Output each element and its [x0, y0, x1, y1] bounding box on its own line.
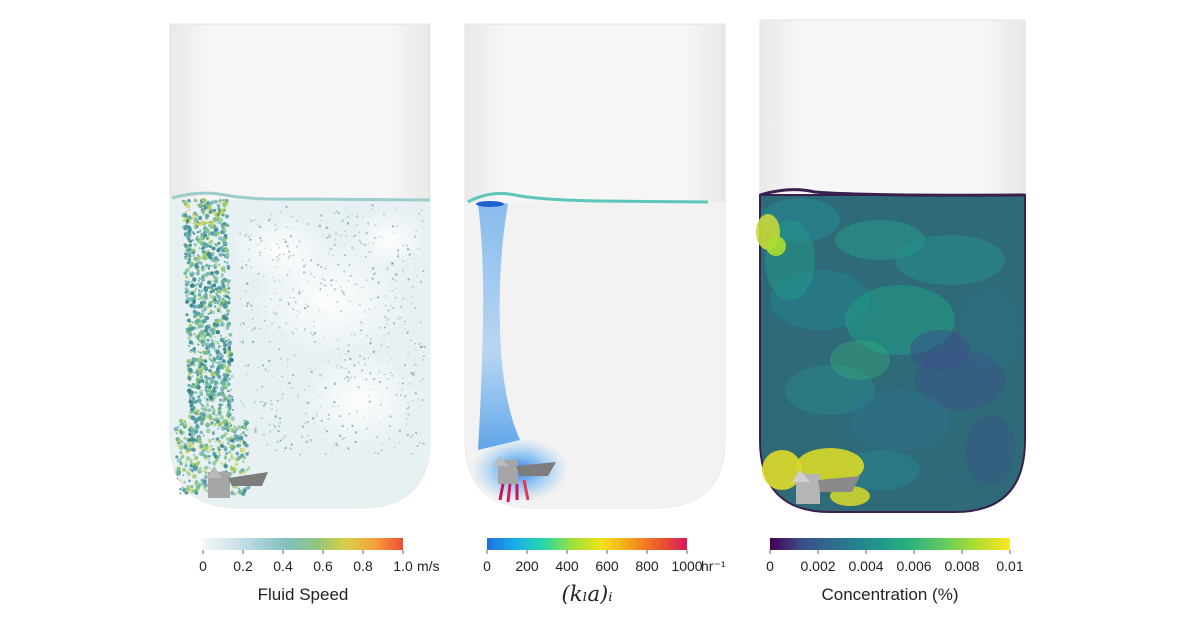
oxygen-transfer-plume	[478, 202, 520, 450]
tank-fluid-speed	[169, 23, 431, 509]
colorbar-gradient	[202, 538, 404, 554]
free-surface	[171, 191, 431, 202]
colorbar-title: Concentration (%)	[821, 585, 959, 604]
colorbar-tick-label: 0.6	[313, 558, 333, 574]
colorbar-tick-label: 800	[635, 558, 659, 574]
colorbar-tick-label: 600	[595, 558, 619, 574]
impeller	[792, 470, 860, 504]
liquid-region	[465, 202, 725, 508]
colorbar-tick-label: 0.008	[944, 558, 980, 574]
gas-bubble-particles	[173, 197, 426, 497]
colorbar-tick-label: 0.01	[996, 558, 1024, 574]
colorbar-gradient	[486, 538, 688, 554]
colorbar-tick-label: 0.002	[800, 558, 836, 574]
colorbar-tick-label: 1.0	[393, 558, 413, 574]
colorbar-unit: m/s	[417, 558, 440, 574]
colorbar-tick-label: 0	[199, 558, 207, 574]
colorbar-unit: hr⁻¹	[701, 558, 726, 574]
colorbar-title: Fluid Speed	[257, 585, 349, 604]
impeller	[206, 466, 268, 498]
colorbar-tick-label: 0.8	[353, 558, 373, 574]
tank-concentration	[756, 19, 1026, 513]
colorbar-tick-label: 1000	[671, 558, 703, 574]
colorbar-tick-label: 0.2	[233, 558, 253, 574]
colorbar-tick-label: 0.006	[896, 558, 932, 574]
colorbar-tick-label: 0	[766, 558, 774, 574]
colorbar-tick-label: 400	[555, 558, 579, 574]
colorbar-title: (kₗa)ᵢ	[561, 582, 613, 606]
free-surface	[759, 188, 1026, 197]
free-surface	[467, 192, 709, 204]
colorbar-tick-label: 200	[515, 558, 539, 574]
colorbar-tick-label: 0.004	[848, 558, 884, 574]
colorbar-tick-label: 0.4	[273, 558, 293, 574]
colorbar-gradient	[769, 538, 1011, 554]
colorbar-tick-label: 0	[483, 558, 491, 574]
tank-kla	[464, 23, 726, 509]
impeller	[492, 456, 556, 503]
